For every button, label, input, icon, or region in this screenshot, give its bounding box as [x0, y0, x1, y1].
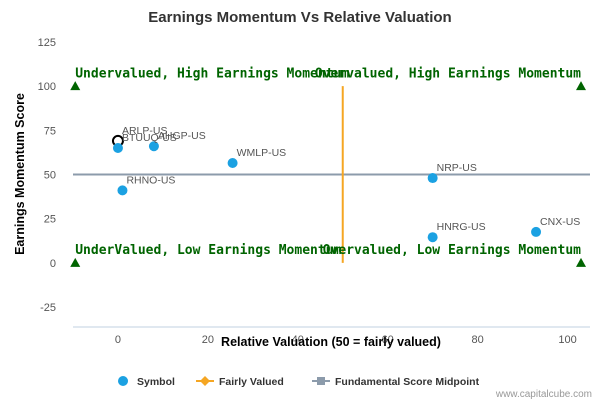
y-tick-label: -25	[40, 302, 56, 314]
x-tick-label: 100	[558, 334, 576, 346]
y-tick-label: 75	[44, 125, 56, 137]
quadrant-label: Overvalued, Low Earnings Momentum	[323, 243, 581, 258]
legend-symbol-marker	[118, 376, 128, 386]
credit-text: www.capitalcube.com	[495, 389, 592, 400]
triangle-marker	[70, 257, 81, 267]
data-point[interactable]	[227, 158, 238, 169]
y-tick-label: 50	[44, 170, 56, 182]
legend-fairly-valued-label: Fairly Valued	[219, 376, 284, 388]
triangle-marker	[576, 81, 587, 91]
legend: Symbol Fairly Valued Fundamental Score M…	[118, 376, 480, 388]
quadrant-label: UnderValued, Low Earnings Momentum	[75, 243, 341, 258]
data-point[interactable]	[148, 141, 159, 152]
x-tick-label: 20	[202, 334, 214, 346]
corner-markers	[70, 81, 587, 267]
point-label: NRP-US	[437, 162, 477, 174]
x-tick-label: 0	[115, 334, 121, 346]
legend-midpoint-label: Fundamental Score Midpoint	[335, 376, 480, 388]
quadrant-label: Overvalued, High Earnings Momentum	[315, 66, 581, 81]
data-points	[111, 134, 542, 243]
y-tick-label: 125	[38, 37, 56, 49]
data-point[interactable]	[427, 173, 438, 184]
y-tick-label: 25	[44, 214, 56, 226]
reference-lines	[73, 86, 590, 263]
legend-midpoint-marker	[317, 377, 325, 385]
point-label: BTUUQ-US	[122, 132, 177, 144]
data-point[interactable]	[531, 226, 542, 237]
x-tick-label: 40	[292, 334, 304, 346]
data-point[interactable]	[117, 185, 128, 196]
y-tick-label: 0	[50, 258, 56, 270]
triangle-marker	[70, 81, 81, 91]
x-tick-label: 60	[382, 334, 394, 346]
point-label: HNRG-US	[437, 221, 486, 233]
legend-item-symbol[interactable]: Symbol	[118, 376, 175, 388]
point-label: WMLP-US	[237, 147, 287, 159]
quadrant-label: Undervalued, High Earnings Momentum	[75, 66, 349, 81]
y-tick-label: 100	[38, 81, 56, 93]
legend-fairly-valued-marker	[200, 376, 210, 386]
plot-area: 0 20 40 60 80 100 -25 0 25 50 75 100 125 Undervalue…	[38, 37, 590, 346]
data-point[interactable]	[112, 143, 123, 153]
point-label: RHNO-US	[126, 174, 175, 186]
y-axis-title: Earnings Momentum Score	[13, 93, 27, 255]
x-axis-title: Relative Valuation (50 = fairly valued)	[221, 335, 441, 349]
point-label: AHGP-US	[158, 130, 206, 142]
x-tick-labels: 0 20 40 60 80 100	[115, 334, 577, 346]
chart-title: Earnings Momentum Vs Relative Valuation	[148, 9, 451, 26]
legend-item-fairly-valued[interactable]: Fairly Valued	[196, 376, 284, 388]
legend-item-midpoint[interactable]: Fundamental Score Midpoint	[312, 376, 480, 388]
legend-symbol-label: Symbol	[137, 376, 175, 388]
x-tick-label: 80	[471, 334, 483, 346]
y-tick-labels: -25 0 25 50 75 100 125	[38, 37, 56, 314]
data-point[interactable]	[427, 232, 438, 243]
triangle-marker	[576, 257, 587, 267]
point-label: ARLP-US	[122, 125, 168, 137]
quadrant-labels: Undervalued, High Earnings MomentumOverv…	[75, 66, 581, 258]
point-label: CNX-US	[540, 216, 580, 228]
